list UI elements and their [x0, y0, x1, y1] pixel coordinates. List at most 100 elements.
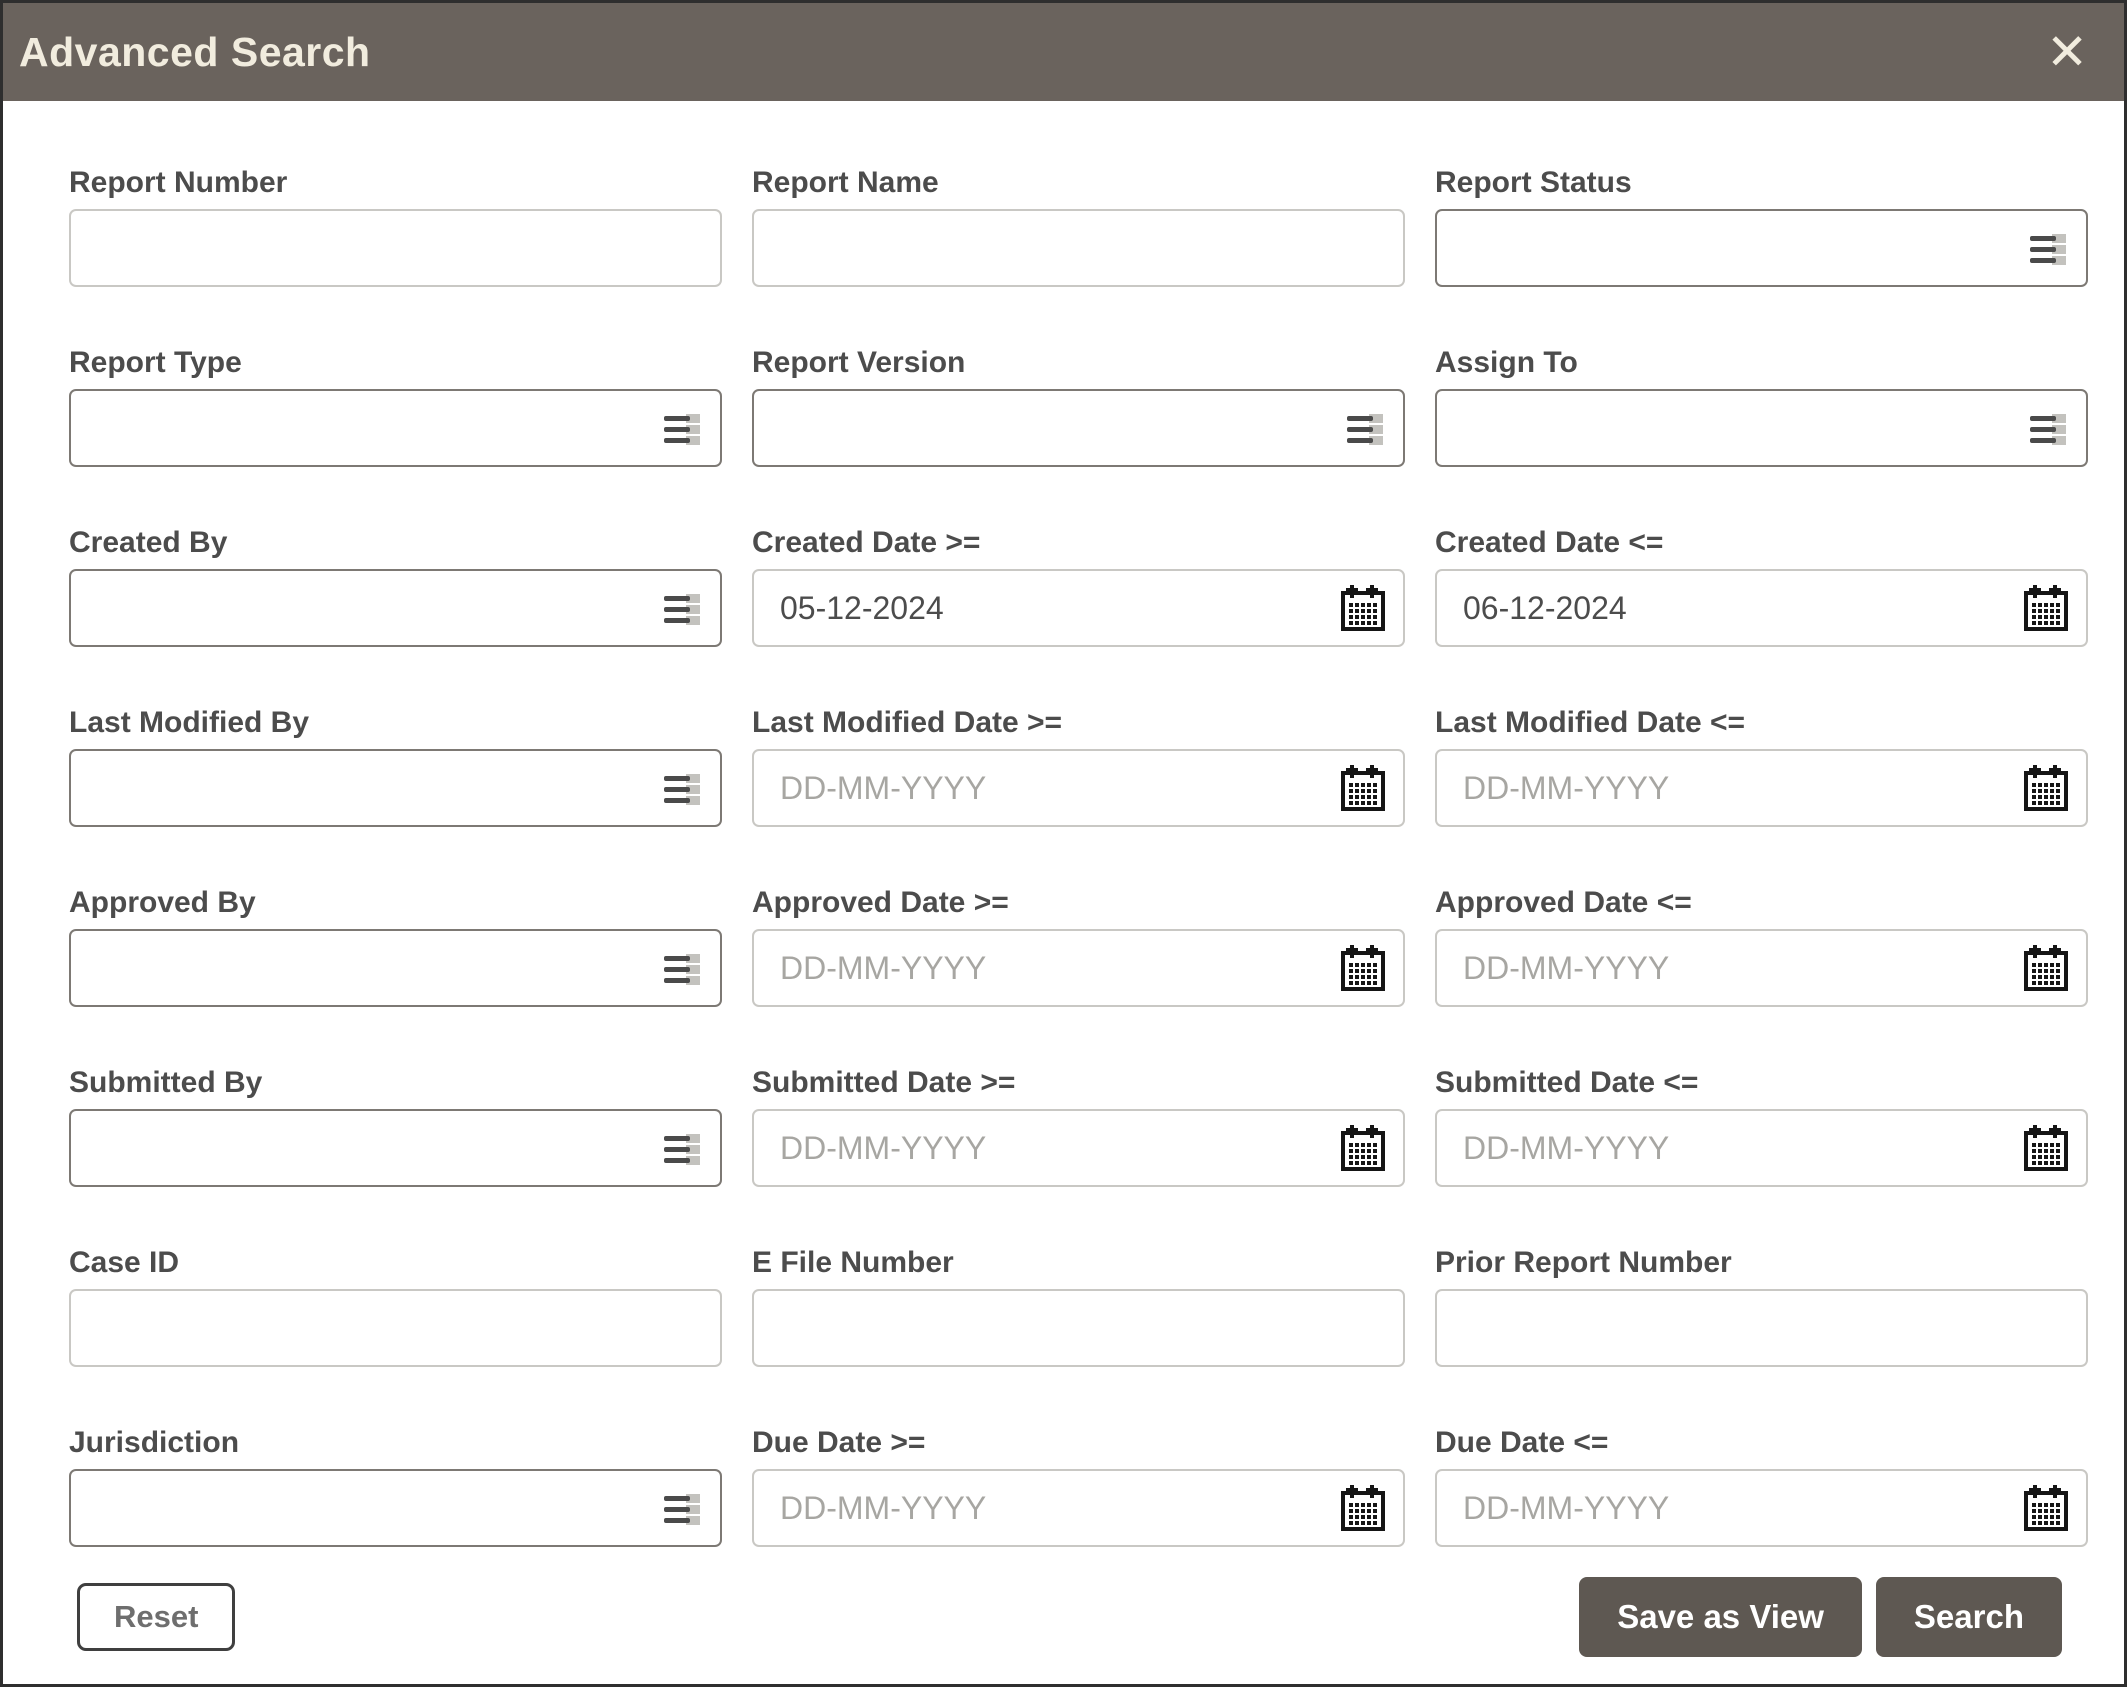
due-date-to-label: Due Date <=: [1435, 1426, 1609, 1459]
calendar-icon[interactable]: [1339, 764, 1387, 812]
dialog-header: Advanced Search ✕: [3, 3, 2124, 101]
approved-date-to-field: Approved Date <=: [1435, 885, 2088, 1007]
list-filter-icon[interactable]: [2028, 408, 2070, 448]
jurisdiction-input[interactable]: [69, 1469, 722, 1547]
prior-report-number-field: Prior Report Number: [1435, 1245, 2088, 1367]
due-date-to-field: Due Date <=: [1435, 1425, 2088, 1547]
e-file-number-field: E File Number: [752, 1245, 1405, 1367]
approved-date-from-input-wrap: [752, 929, 1405, 1007]
list-filter-icon[interactable]: [662, 1488, 704, 1528]
approved-by-label: Approved By: [69, 886, 256, 919]
calendar-icon[interactable]: [2022, 944, 2070, 992]
last-modified-date-from-input-wrap: [752, 749, 1405, 827]
report-version-input[interactable]: [752, 389, 1405, 467]
footer-actions: Save as View Search: [1579, 1577, 2062, 1657]
calendar-icon[interactable]: [1339, 1484, 1387, 1532]
report-name-input-wrap: [752, 209, 1405, 287]
prior-report-number-input[interactable]: [1435, 1289, 2088, 1367]
last-modified-date-to-input-wrap: [1435, 749, 2088, 827]
reset-button[interactable]: Reset: [77, 1583, 236, 1651]
prior-report-number-input-wrap: [1435, 1289, 2088, 1367]
approved-date-from-label: Approved Date >=: [752, 886, 1009, 919]
case-id-input[interactable]: [69, 1289, 722, 1367]
approved-date-to-input-wrap: [1435, 929, 2088, 1007]
due-date-from-field: Due Date >=: [752, 1425, 1405, 1547]
case-id-field: Case ID: [69, 1245, 722, 1367]
created-date-to-input[interactable]: [1435, 569, 2088, 647]
calendar-icon[interactable]: [2022, 1484, 2070, 1532]
dialog-title: Advanced Search: [19, 28, 371, 75]
approved-date-from-input[interactable]: [752, 929, 1405, 1007]
dialog-footer: Reset Save as View Search: [3, 1577, 2124, 1657]
submitted-date-to-field: Submitted Date <=: [1435, 1065, 2088, 1187]
due-date-to-input-wrap: [1435, 1469, 2088, 1547]
report-name-label: Report Name: [752, 166, 939, 199]
calendar-icon[interactable]: [2022, 1124, 2070, 1172]
list-filter-icon[interactable]: [662, 408, 704, 448]
e-file-number-input[interactable]: [752, 1289, 1405, 1367]
last-modified-date-to-label: Last Modified Date <=: [1435, 706, 1746, 739]
last-modified-by-input-wrap: [69, 749, 722, 827]
case-id-input-wrap: [69, 1289, 722, 1367]
search-button[interactable]: Search: [1875, 1577, 2062, 1657]
report-number-label: Report Number: [69, 166, 288, 199]
report-number-input[interactable]: [69, 209, 722, 287]
report-number-field: Report Number: [69, 165, 722, 287]
list-filter-icon[interactable]: [662, 768, 704, 808]
approved-date-to-label: Approved Date <=: [1435, 886, 1692, 919]
last-modified-by-label: Last Modified By: [69, 706, 310, 739]
close-icon[interactable]: ✕: [2046, 24, 2088, 80]
calendar-icon[interactable]: [1339, 1124, 1387, 1172]
submitted-date-from-input-wrap: [752, 1109, 1405, 1187]
created-date-from-input[interactable]: [752, 569, 1405, 647]
calendar-icon[interactable]: [2022, 584, 2070, 632]
list-filter-icon[interactable]: [662, 588, 704, 628]
created-by-input[interactable]: [69, 569, 722, 647]
case-id-label: Case ID: [69, 1246, 180, 1279]
report-status-input[interactable]: [1435, 209, 2088, 287]
last-modified-date-to-input[interactable]: [1435, 749, 2088, 827]
calendar-icon[interactable]: [1339, 944, 1387, 992]
created-by-input-wrap: [69, 569, 722, 647]
calendar-icon[interactable]: [1339, 584, 1387, 632]
report-type-input-wrap: [69, 389, 722, 467]
submitted-by-input[interactable]: [69, 1109, 722, 1187]
save-as-view-button[interactable]: Save as View: [1579, 1577, 1862, 1657]
approved-date-to-input[interactable]: [1435, 929, 2088, 1007]
created-by-label: Created By: [69, 526, 228, 559]
e-file-number-label: E File Number: [752, 1246, 954, 1279]
list-filter-icon[interactable]: [1345, 408, 1387, 448]
last-modified-date-to-field: Last Modified Date <=: [1435, 705, 2088, 827]
submitted-date-from-field: Submitted Date >=: [752, 1065, 1405, 1187]
assign-to-input[interactable]: [1435, 389, 2088, 467]
submitted-date-to-input[interactable]: [1435, 1109, 2088, 1187]
report-type-input[interactable]: [69, 389, 722, 467]
report-number-input-wrap: [69, 209, 722, 287]
created-date-from-label: Created Date >=: [752, 526, 981, 559]
last-modified-date-from-input[interactable]: [752, 749, 1405, 827]
report-status-input-wrap: [1435, 209, 2088, 287]
due-date-to-input[interactable]: [1435, 1469, 2088, 1547]
submitted-date-from-input[interactable]: [752, 1109, 1405, 1187]
submitted-date-from-label: Submitted Date >=: [752, 1066, 1016, 1099]
jurisdiction-label: Jurisdiction: [69, 1426, 240, 1459]
due-date-from-input[interactable]: [752, 1469, 1405, 1547]
list-filter-icon[interactable]: [2028, 228, 2070, 268]
report-name-input[interactable]: [752, 209, 1405, 287]
approved-by-input-wrap: [69, 929, 722, 1007]
assign-to-input-wrap: [1435, 389, 2088, 467]
jurisdiction-input-wrap: [69, 1469, 722, 1547]
list-filter-icon[interactable]: [662, 948, 704, 988]
list-filter-icon[interactable]: [662, 1128, 704, 1168]
created-date-to-input-wrap: [1435, 569, 2088, 647]
calendar-icon[interactable]: [2022, 764, 2070, 812]
due-date-from-label: Due Date >=: [752, 1426, 926, 1459]
submitted-by-label: Submitted By: [69, 1066, 263, 1099]
assign-to-label: Assign To: [1435, 346, 1578, 379]
e-file-number-input-wrap: [752, 1289, 1405, 1367]
approved-by-input[interactable]: [69, 929, 722, 1007]
report-version-input-wrap: [752, 389, 1405, 467]
submitted-date-to-input-wrap: [1435, 1109, 2088, 1187]
last-modified-by-input[interactable]: [69, 749, 722, 827]
